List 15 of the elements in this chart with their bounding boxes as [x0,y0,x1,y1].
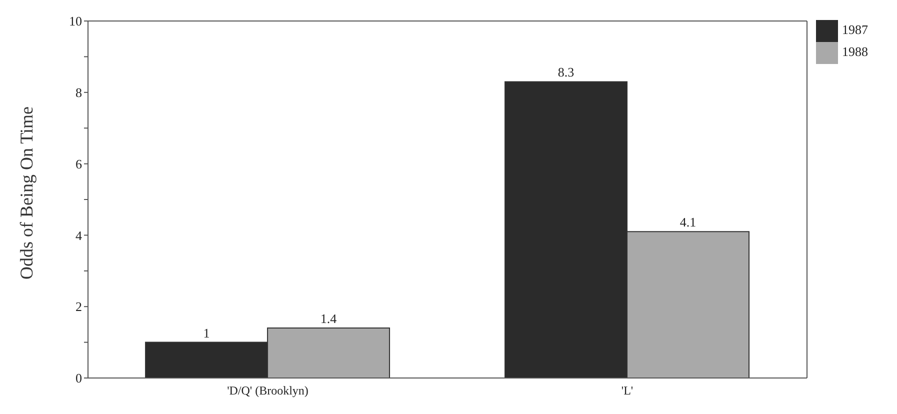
y-axis-title: Odds of Being On Time [16,106,36,280]
data-label: 4.1 [680,214,696,230]
y-tick-label: 8 [76,85,82,100]
x-tick-label: 'D/Q' (Brooklyn) [227,384,308,398]
data-label: 1.4 [320,311,338,326]
data-label: 1 [203,325,210,340]
y-tick-label: 4 [76,228,82,243]
legend-label: 1988 [842,44,868,59]
y-tick-label: 2 [76,299,82,314]
data-label: 8.3 [558,64,574,80]
legend-label: 1987 [842,22,868,37]
y-tick-label: 0 [76,370,82,386]
y-tick-label: 6 [76,156,82,172]
y-tick-label: 10 [69,14,82,29]
x-tick-label: 'L' [621,384,634,398]
